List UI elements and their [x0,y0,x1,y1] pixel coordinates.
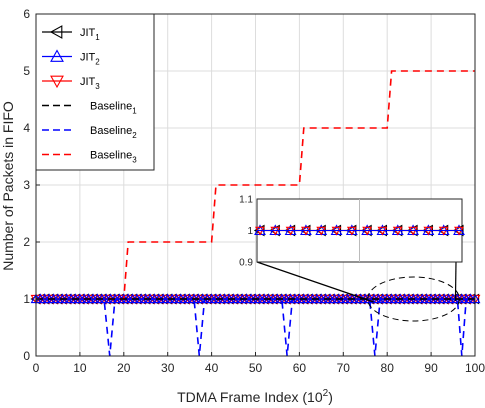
x-tick-label: 100 [465,361,485,375]
inset-y-tick-label: 1 [247,226,253,237]
y-tick-label: 2 [23,235,30,249]
legend-box [35,13,155,171]
legend-entry: JIT2 [42,49,100,67]
y-tick-label: 5 [23,64,30,78]
y-axis-label: Number of Packets in FIFO [0,101,16,271]
y-tick-label: 6 [23,7,30,21]
series-baseline-3 [36,70,475,300]
zoom-connector-left [256,261,374,303]
zoom-ellipse [367,276,460,322]
x-tick-label: 70 [337,361,351,375]
zoom-annotation [256,261,460,322]
x-tick-label: 10 [73,361,87,375]
y-tick-label: 4 [23,121,30,135]
inset-axes: 0.9 1 1.1 [239,195,465,269]
x-tick-label: 60 [293,361,307,375]
legend-label: JIT3 [80,76,100,91]
legend-label: Baseline1 [90,101,137,116]
legend-entry: Baseline3 [42,150,137,165]
legend-marker [50,75,64,89]
y-tick-label: 0 [23,349,30,363]
x-tick-label: 20 [117,361,131,375]
y-tick-label: 1 [23,292,30,306]
zoom-connector-right [454,261,457,302]
inset-y-tick-label: 0.9 [239,258,253,269]
x-axis-label-close: ) [328,389,333,405]
inset-y-tick-label: 1.1 [239,195,253,206]
x-tick-label: 80 [381,361,395,375]
x-tick-label: 90 [424,361,438,375]
x-tick-label: 0 [33,361,40,375]
ticks: 0 10 20 30 40 50 60 70 80 90 100 0 1 2 3 4 5 6 [23,7,485,375]
x-axis-label-main: TDMA Frame Index (10 [177,389,323,405]
legend-entry: JIT3 [42,75,100,91]
legend-marker [50,49,64,62]
x-axis-label-exponent: 2 [323,388,329,399]
legend-marker [49,25,63,39]
legend-label: JIT1 [80,27,100,42]
legend: JIT1 JIT2 JIT3 Baseline1 Baseline2 Baseline3 [35,13,155,171]
legend-entry: Baseline2 [42,125,137,140]
y-tick-label: 3 [23,178,30,192]
legend-label: Baseline2 [90,125,137,140]
x-tick-label: 40 [205,361,219,375]
legend-label: Baseline3 [90,150,137,165]
legend-entry: JIT1 [42,25,100,42]
x-tick-label: 50 [249,361,263,375]
x-axis-label: TDMA Frame Index (102) [177,388,333,405]
series-line [36,70,475,300]
legend-label: JIT2 [80,52,100,67]
x-tick-label: 30 [161,361,175,375]
legend-entry: Baseline1 [42,101,137,116]
